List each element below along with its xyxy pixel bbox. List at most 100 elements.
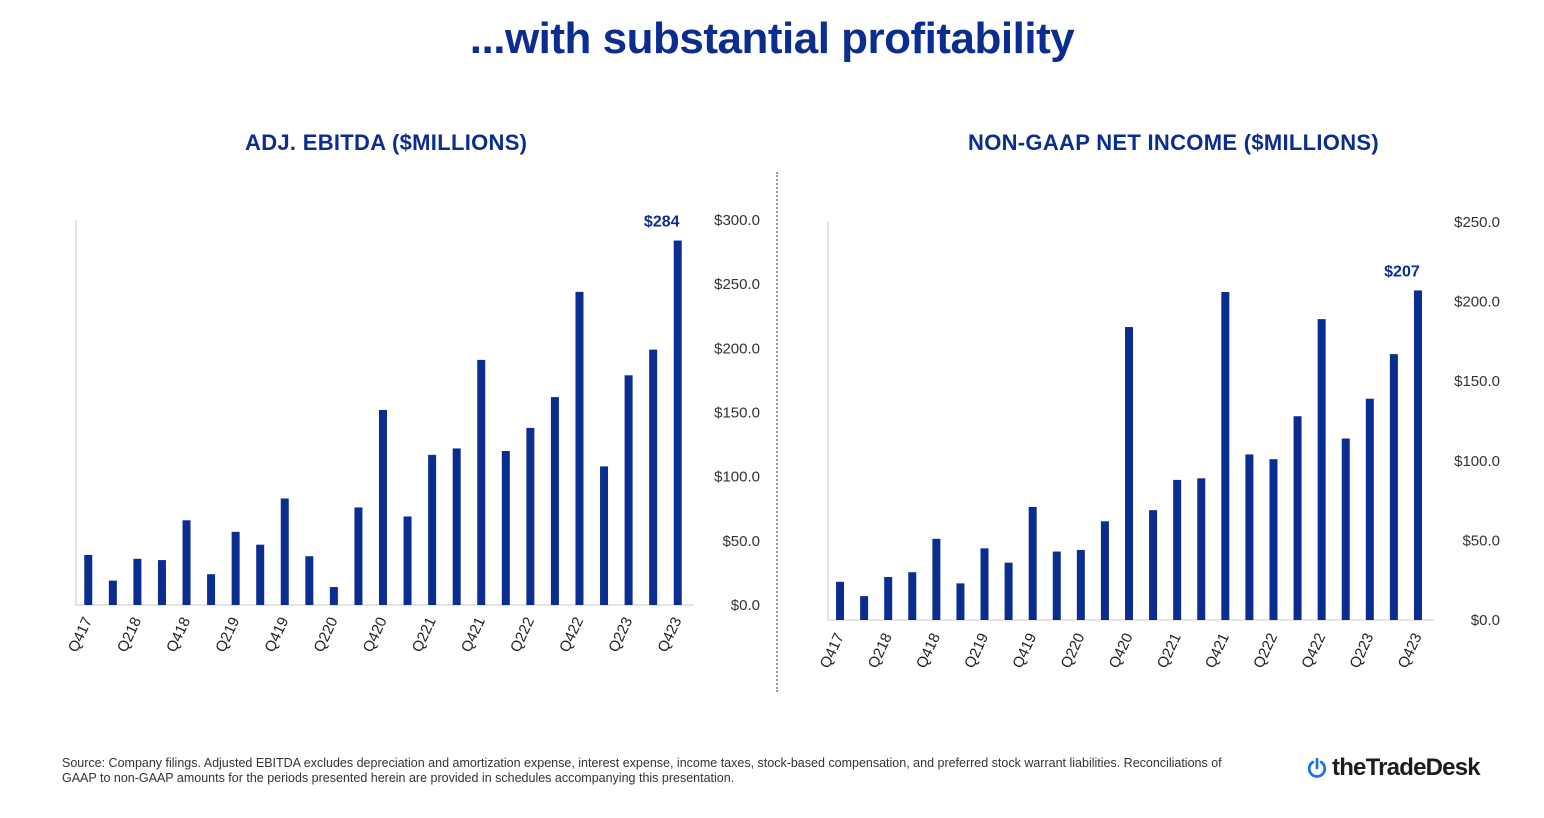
bar-q118 xyxy=(860,596,869,620)
bar-q322 xyxy=(550,397,559,605)
bar-q123 xyxy=(1341,438,1350,620)
y-tick-label: $100.0 xyxy=(1454,453,1500,470)
bar-q320 xyxy=(354,507,363,605)
x-tick-label: Q223 xyxy=(1347,631,1378,671)
bar-q417 xyxy=(836,581,845,620)
bar-q222 xyxy=(526,427,535,605)
bar-q118 xyxy=(108,580,117,605)
bar-q122 xyxy=(1245,454,1254,620)
bar-q220 xyxy=(1076,549,1085,620)
chart-divider xyxy=(776,172,778,692)
bar-q219 xyxy=(980,548,989,620)
x-tick-label: Q418 xyxy=(913,631,944,671)
y-tick-label: $250.0 xyxy=(1454,214,1500,231)
y-tick-label: $200.0 xyxy=(1454,294,1500,311)
x-tick-label: Q422 xyxy=(556,615,587,655)
x-tick-label: Q223 xyxy=(605,615,636,655)
x-tick-label: Q423 xyxy=(654,615,685,655)
bar-q121 xyxy=(403,516,412,605)
x-tick-label: Q221 xyxy=(1154,631,1185,671)
bar-q318 xyxy=(157,560,166,605)
power-icon xyxy=(1307,757,1327,778)
bar-q223 xyxy=(1365,398,1374,620)
bar-q121 xyxy=(1149,510,1158,620)
bar-q123 xyxy=(600,466,609,605)
bar-q423 xyxy=(1413,290,1422,620)
x-tick-label: Q220 xyxy=(1058,631,1089,671)
x-tick-label: Q419 xyxy=(261,615,292,655)
bar-q420 xyxy=(1125,327,1133,620)
bar-q319 xyxy=(256,544,265,605)
y-tick-label: $50.0 xyxy=(1462,532,1500,549)
bar-q419 xyxy=(280,498,289,605)
x-tick-label: Q417 xyxy=(65,615,96,655)
bar-q323 xyxy=(1389,354,1398,620)
x-tick-label: Q219 xyxy=(212,615,243,655)
x-tick-label: Q219 xyxy=(961,631,992,671)
bar-q421 xyxy=(1221,292,1230,620)
bar-q221 xyxy=(1173,479,1182,620)
x-tick-label: Q421 xyxy=(458,615,489,655)
bar-q418 xyxy=(182,520,191,605)
data-label: $284 xyxy=(644,214,680,231)
bar-q422 xyxy=(575,291,584,605)
bar-q218 xyxy=(133,558,142,605)
x-tick-label: Q221 xyxy=(409,615,440,655)
ebitda-chart-title: ADJ. EBITDA ($MILLIONS) xyxy=(245,130,528,155)
bar-q322 xyxy=(1293,416,1302,620)
bar-q120 xyxy=(1052,551,1061,620)
bar-q419 xyxy=(1028,506,1037,620)
y-tick-label: $250.0 xyxy=(714,276,760,293)
x-tick-label: Q218 xyxy=(865,631,896,671)
bar-q417 xyxy=(84,554,93,605)
bar-q321 xyxy=(1197,478,1206,620)
bar-q119 xyxy=(207,574,216,605)
bar-q422 xyxy=(1317,319,1326,620)
bar-q119 xyxy=(956,583,965,620)
x-tick-label: Q420 xyxy=(1106,631,1137,671)
bar-q122 xyxy=(501,451,510,605)
bar-q323 xyxy=(649,349,658,605)
company-logo: theTradeDesk xyxy=(1306,754,1481,782)
y-tick-label: $50.0 xyxy=(722,533,760,550)
x-tick-label: Q418 xyxy=(163,615,194,655)
bar-q318 xyxy=(908,572,917,620)
y-tick-label: $100.0 xyxy=(714,469,760,486)
y-tick-label: $150.0 xyxy=(1454,373,1500,390)
bar-q223 xyxy=(624,375,633,605)
bar-q418 xyxy=(932,538,941,620)
page-title: ...with substantial profitability xyxy=(469,14,1075,63)
x-tick-label: Q420 xyxy=(360,615,391,655)
x-tick-label: Q422 xyxy=(1298,631,1329,671)
y-tick-label: $150.0 xyxy=(714,405,760,422)
x-tick-label: Q417 xyxy=(817,631,848,671)
x-tick-label: Q421 xyxy=(1202,631,1233,671)
bar-q423 xyxy=(673,240,682,606)
bar-q320 xyxy=(1100,521,1109,620)
x-tick-label: Q218 xyxy=(114,615,145,655)
y-tick-label: $200.0 xyxy=(714,340,760,357)
bar-q220 xyxy=(329,587,338,605)
x-tick-label: Q222 xyxy=(507,615,538,655)
y-tick-label: $0.0 xyxy=(1471,612,1500,629)
data-label: $207 xyxy=(1384,263,1420,280)
y-tick-label: $0.0 xyxy=(731,597,760,614)
bar-q421 xyxy=(477,359,486,605)
bar-q218 xyxy=(884,577,893,620)
bar-q222 xyxy=(1269,459,1278,620)
bar-q120 xyxy=(305,556,314,605)
y-tick-label: $300.0 xyxy=(714,212,760,229)
bar-q321 xyxy=(452,448,461,605)
logo-text: theTradeDesk xyxy=(1332,754,1481,781)
net-income-chart-title: NON-GAAP NET INCOME ($MILLIONS) xyxy=(968,130,1380,155)
bar-q319 xyxy=(1004,562,1013,620)
x-tick-label: Q423 xyxy=(1395,631,1426,671)
x-tick-label: Q220 xyxy=(311,615,342,655)
x-tick-label: Q222 xyxy=(1250,631,1281,671)
bar-q219 xyxy=(231,531,240,605)
bar-q420 xyxy=(379,409,387,605)
bar-q221 xyxy=(428,454,437,605)
source-footnote: Source: Company filings. Adjusted EBITDA… xyxy=(62,756,1222,785)
